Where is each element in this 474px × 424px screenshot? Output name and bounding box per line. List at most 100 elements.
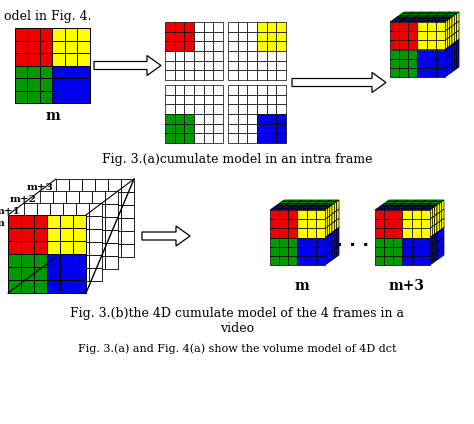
Bar — [228, 70, 237, 80]
Bar — [21, 280, 34, 293]
Bar — [73, 228, 86, 241]
Polygon shape — [455, 32, 456, 43]
Polygon shape — [409, 14, 420, 15]
Bar — [82, 244, 95, 257]
Bar — [237, 104, 247, 114]
Bar — [421, 219, 430, 229]
Bar — [247, 32, 257, 41]
Bar — [40, 256, 53, 269]
Bar — [165, 70, 174, 80]
Bar — [194, 124, 204, 133]
Polygon shape — [450, 54, 452, 64]
Bar — [174, 85, 184, 95]
Polygon shape — [435, 242, 437, 253]
Bar — [95, 179, 108, 192]
Polygon shape — [431, 17, 443, 19]
Polygon shape — [411, 12, 422, 14]
Bar — [66, 204, 79, 217]
Polygon shape — [337, 209, 339, 220]
Polygon shape — [282, 200, 293, 202]
Bar — [276, 22, 286, 32]
Bar — [165, 133, 174, 143]
Polygon shape — [442, 209, 444, 220]
Bar — [257, 70, 267, 80]
Bar — [8, 280, 21, 293]
Bar — [267, 51, 276, 61]
Bar — [237, 95, 247, 104]
Bar — [92, 243, 105, 256]
Bar — [267, 32, 276, 41]
Polygon shape — [426, 205, 437, 206]
Bar — [276, 133, 286, 143]
Polygon shape — [418, 14, 429, 15]
Bar — [47, 215, 60, 228]
Bar — [288, 219, 298, 229]
Bar — [184, 95, 194, 104]
Bar — [276, 104, 286, 114]
Bar — [257, 104, 267, 114]
Bar — [82, 179, 95, 192]
Bar — [257, 61, 267, 70]
Polygon shape — [401, 19, 413, 20]
Bar — [408, 40, 418, 50]
Bar — [204, 104, 213, 114]
Polygon shape — [456, 58, 459, 69]
Bar — [384, 229, 393, 237]
Bar — [288, 229, 298, 237]
Polygon shape — [337, 218, 339, 229]
Bar — [63, 203, 76, 216]
Bar — [8, 267, 21, 280]
Bar — [37, 255, 50, 268]
Bar — [108, 244, 121, 257]
Bar — [108, 179, 121, 192]
Bar — [15, 78, 27, 90]
Bar — [393, 210, 402, 219]
Bar — [24, 216, 37, 229]
Bar — [47, 280, 60, 293]
Bar — [276, 51, 286, 61]
Bar — [213, 22, 223, 32]
Bar — [436, 40, 445, 50]
Polygon shape — [420, 12, 431, 14]
Polygon shape — [447, 19, 450, 30]
Bar — [34, 215, 47, 228]
Polygon shape — [300, 206, 311, 208]
Polygon shape — [332, 240, 334, 251]
Bar — [279, 247, 288, 256]
Bar — [174, 114, 184, 124]
Bar — [237, 70, 247, 80]
Bar — [56, 205, 69, 218]
Polygon shape — [332, 204, 334, 214]
Bar — [276, 61, 286, 70]
Polygon shape — [414, 200, 426, 202]
Bar — [24, 255, 37, 268]
Bar — [276, 95, 286, 104]
Polygon shape — [332, 222, 334, 232]
Bar — [174, 22, 184, 32]
Bar — [228, 22, 237, 32]
Bar — [73, 280, 86, 293]
Polygon shape — [392, 19, 404, 20]
Polygon shape — [329, 251, 332, 262]
Bar — [316, 229, 325, 237]
Polygon shape — [328, 206, 329, 218]
Bar — [204, 133, 213, 143]
Polygon shape — [447, 46, 450, 57]
Bar — [108, 231, 121, 244]
Bar — [76, 255, 89, 268]
Bar — [82, 192, 95, 205]
Bar — [375, 237, 384, 247]
Bar — [50, 242, 63, 255]
Bar — [257, 22, 267, 32]
Bar — [53, 256, 66, 269]
Bar — [89, 203, 102, 216]
Bar — [34, 241, 47, 254]
Polygon shape — [279, 208, 291, 210]
Polygon shape — [430, 254, 432, 265]
Polygon shape — [432, 200, 444, 202]
Bar — [76, 229, 89, 242]
Polygon shape — [435, 205, 437, 216]
Bar — [279, 219, 288, 229]
Polygon shape — [432, 253, 435, 263]
Polygon shape — [316, 202, 328, 204]
